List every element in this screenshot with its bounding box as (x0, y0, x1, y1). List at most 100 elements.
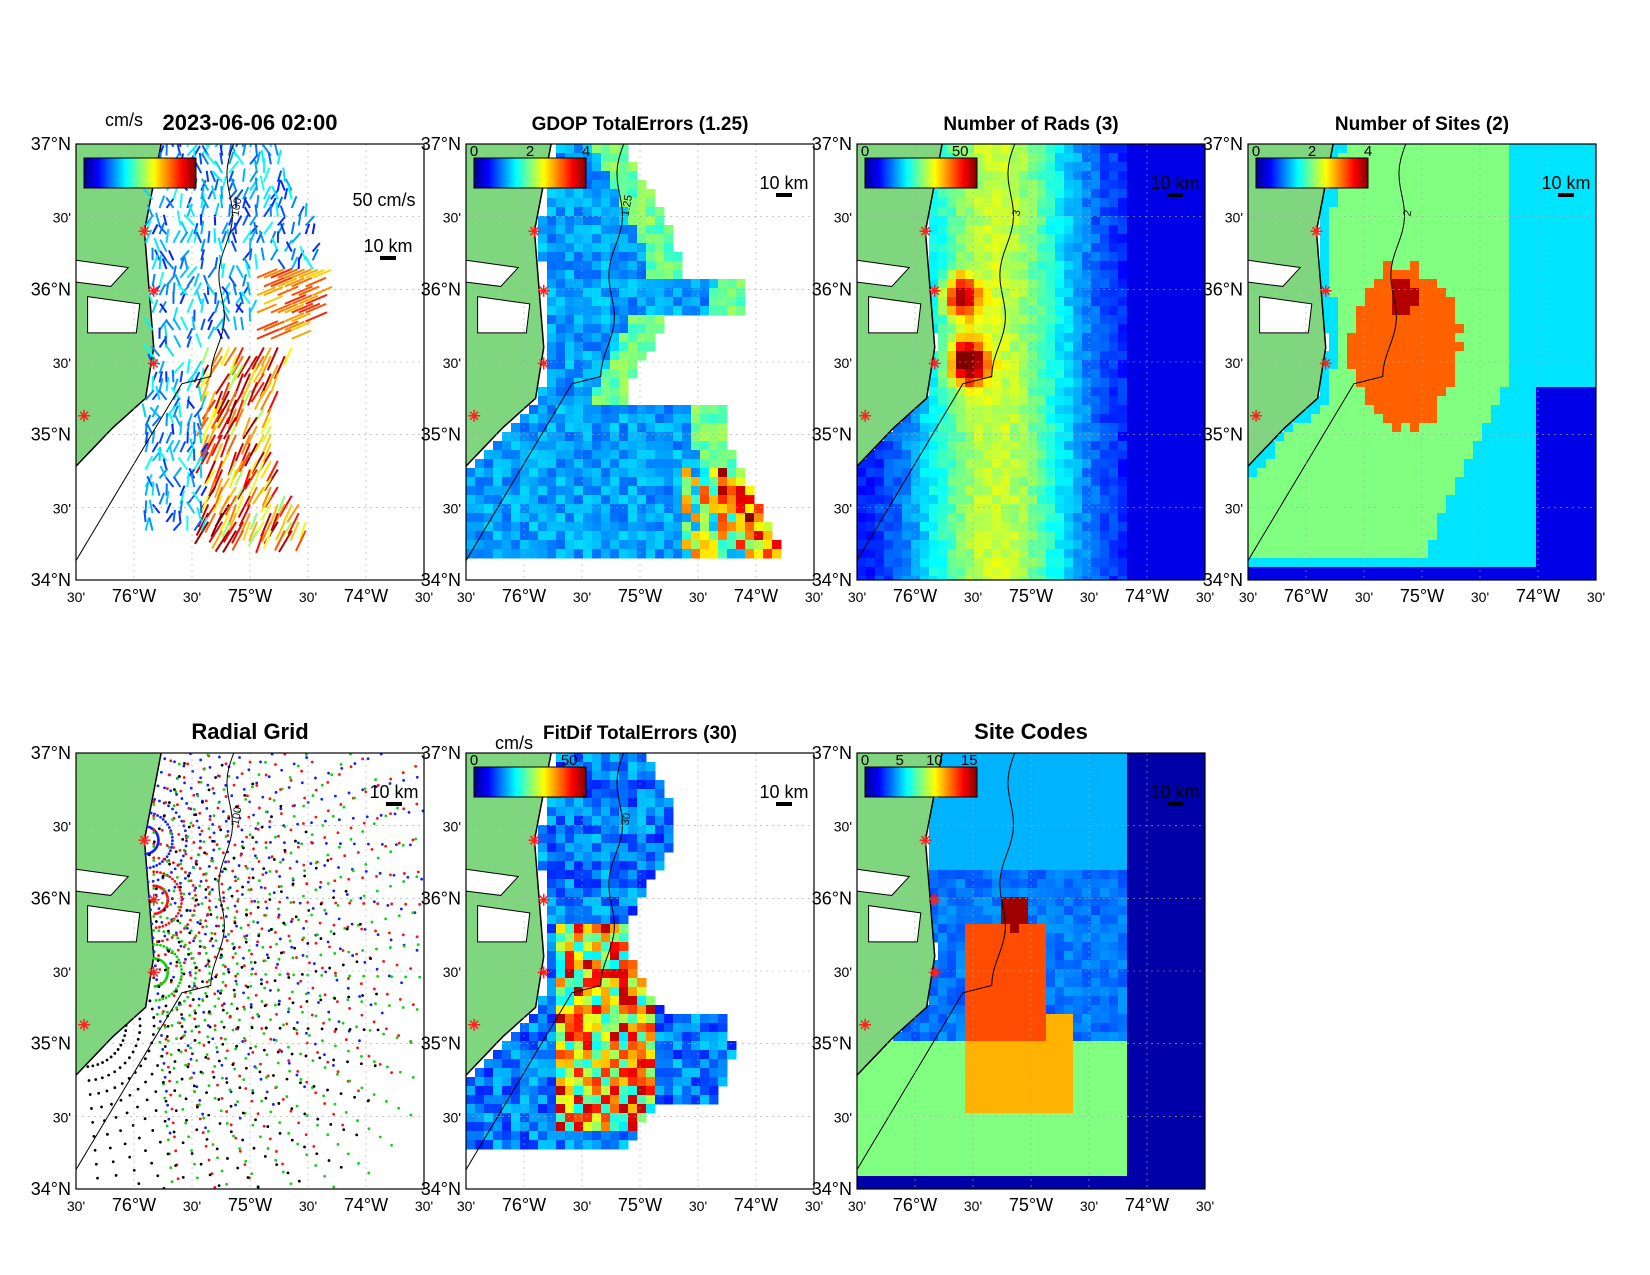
scale-bar-label: 10 km (1150, 173, 1199, 193)
lon-tick-label: 30' (1196, 589, 1214, 605)
scale-bar-label: 10 km (759, 173, 808, 193)
lat-tick-label: 36°N (812, 888, 852, 908)
scale-bar: 10 km (369, 782, 419, 806)
sound-water-1 (76, 868, 130, 896)
sound-water-0 (87, 905, 141, 943)
lon-tick-label: 30' (1587, 589, 1605, 605)
map-content: 1.25 (466, 144, 814, 580)
sound-water-0 (868, 905, 922, 943)
lon-tick-label: 30' (689, 1198, 707, 1214)
map-frame (75, 752, 425, 1190)
sound-water-1 (76, 259, 130, 287)
lon-tick-label: 30' (964, 1198, 982, 1214)
colorbar-tick-label: 0 (1252, 143, 1260, 160)
lon-tick-label: 30' (805, 589, 823, 605)
lat-tick-label: 34°N (421, 570, 461, 590)
site-marker (928, 893, 941, 906)
site-marker (138, 225, 151, 238)
lat-tick-label: 36°N (31, 279, 71, 299)
site-marker (537, 893, 550, 906)
lon-tick-label: 30' (457, 1198, 475, 1214)
map-content (857, 753, 1205, 1189)
lat-tick-label: 35°N (31, 1034, 71, 1054)
reference-vector-label: 50 cm/s (352, 190, 415, 210)
lon-tick-label: 75°W (228, 586, 272, 606)
scale-bar-line (1558, 193, 1574, 197)
contour-label: 100 (230, 806, 245, 826)
lat-tick-label: 30' (443, 355, 461, 371)
site-marker (537, 966, 550, 979)
scale-bar-line (776, 802, 792, 806)
lat-tick-label: 30' (53, 500, 71, 516)
lon-tick-label: 30' (964, 589, 982, 605)
fitdif-title: FitDif TotalErrors (30) (543, 723, 737, 744)
contour-label: 1.25 (620, 194, 636, 217)
colorbar-tick-label: 2 (1308, 143, 1316, 160)
data-field (857, 144, 1205, 580)
panel-nrads: 337°N30'36°N30'35°N30'34°N30' 76°W 30' 75°W… (812, 114, 1214, 606)
lon-tick-label: 74°W (1125, 1195, 1169, 1215)
colorbar: 0 5 10 15 (861, 752, 978, 798)
lon-tick-label: 76°W (893, 586, 937, 606)
lat-tick-label: 30' (443, 500, 461, 516)
sound-water-0 (868, 296, 922, 334)
colorbar-gradient (83, 157, 197, 189)
map-frame (465, 752, 815, 1190)
lon-tick-label: 30' (67, 1198, 85, 1214)
lon-tick-label: 30' (1196, 1198, 1214, 1214)
lon-tick-label: 30' (1355, 589, 1373, 605)
scale-bar-label: 10 km (759, 782, 808, 802)
map-content: 100 (76, 753, 424, 1189)
lat-tick-label: 35°N (421, 425, 461, 445)
site-marker (919, 834, 932, 847)
site-marker (78, 409, 91, 422)
lat-tick-label: 30' (834, 355, 852, 371)
map-content: 3 (857, 144, 1205, 580)
site-marker (528, 225, 541, 238)
contour-label: 100 (230, 197, 245, 217)
site-marker (528, 834, 541, 847)
lon-tick-label: 30' (848, 1198, 866, 1214)
scale-bar-label: 10 km (363, 236, 412, 256)
sound-water-0 (477, 905, 531, 943)
site-marker (859, 1018, 872, 1031)
lat-tick-label: 34°N (1203, 570, 1243, 590)
lat-tick-label: 30' (53, 210, 71, 226)
map-frame (1247, 143, 1597, 581)
contour-label: 3 (1011, 209, 1024, 217)
site-marker (1319, 284, 1332, 297)
lon-tick-label: 30' (1239, 589, 1257, 605)
lat-tick-label: 34°N (812, 570, 852, 590)
lat-tick-label: 30' (834, 964, 852, 980)
scale-bar: 10 km (759, 782, 809, 806)
lat-tick-label: 36°N (31, 888, 71, 908)
colorbar-gradient (864, 157, 978, 189)
site-marker (928, 357, 941, 370)
lat-tick-label: 34°N (31, 570, 71, 590)
colorbar-unit-label: cm/s (495, 733, 533, 753)
lat-tick-label: 34°N (421, 1179, 461, 1199)
lat-tick-label: 30' (443, 819, 461, 835)
lon-tick-label: 30' (457, 589, 475, 605)
lat-tick-label: 30' (834, 1109, 852, 1125)
sound-water-0 (87, 296, 141, 334)
colorbar-unit-label: cm/s (105, 110, 143, 130)
colorbar-tick-label: 0 (861, 752, 869, 769)
colorbar: 0 50 cm/s (470, 733, 587, 798)
colorbar: cm/s (83, 110, 197, 189)
colorbar: 0 2 4 (1252, 143, 1372, 189)
map-content: 30 (466, 753, 814, 1189)
lon-tick-label: 30' (1080, 1198, 1098, 1214)
graticule (1248, 144, 1596, 580)
sound-water-1 (466, 259, 520, 287)
figure-title: 2023-06-06 02:00 (163, 110, 338, 135)
map-content: 100 (76, 144, 424, 580)
graticule (76, 753, 424, 1189)
lat-tick-label: 37°N (812, 134, 852, 154)
colorbar-tick-label: 4 (582, 143, 590, 160)
graticule (857, 144, 1205, 580)
site-marker (468, 1018, 481, 1031)
